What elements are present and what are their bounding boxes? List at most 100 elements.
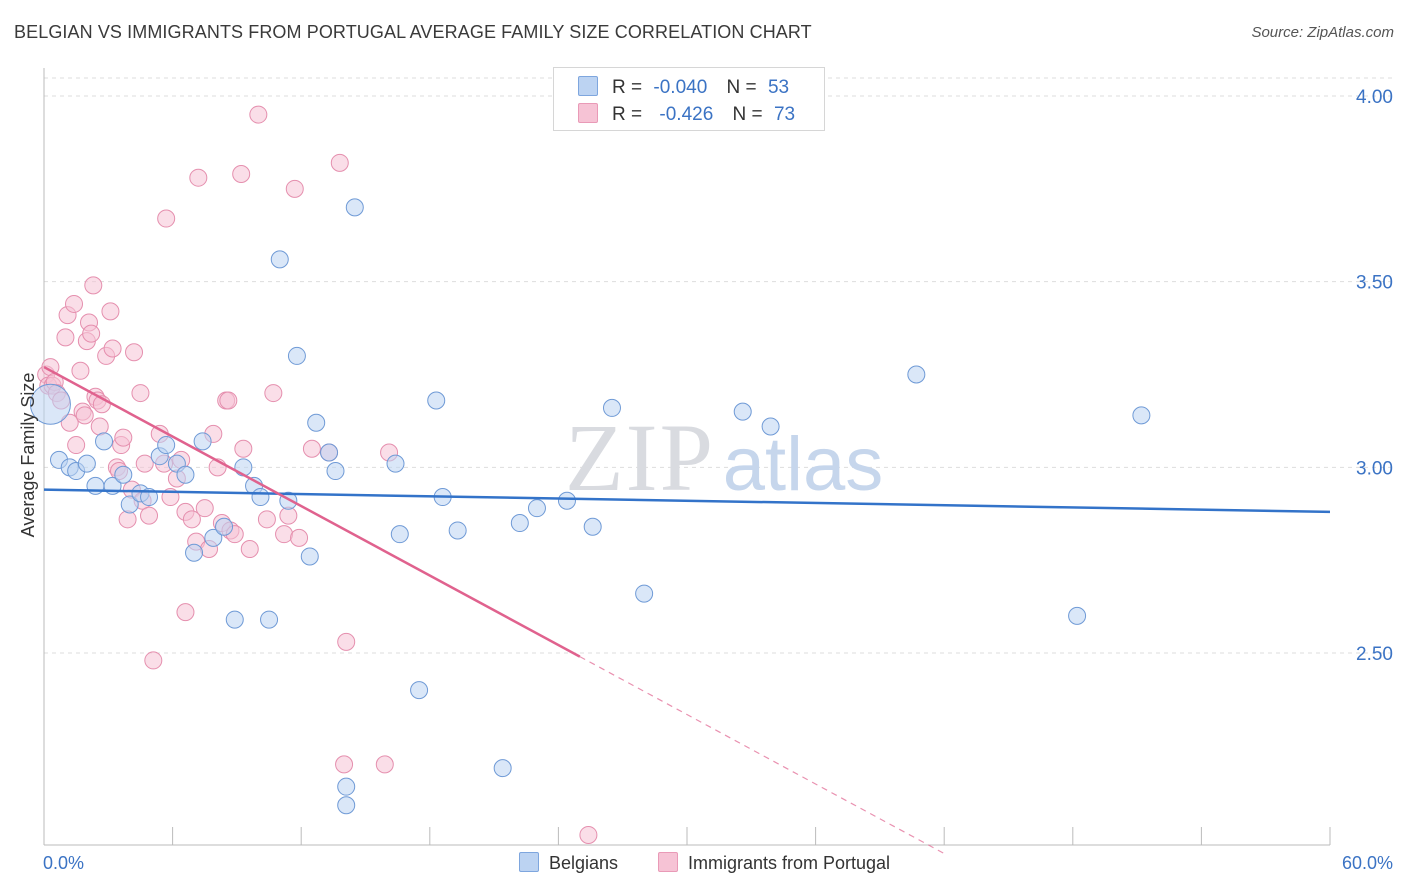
point-portugal xyxy=(189,168,208,187)
trend-lines xyxy=(43,365,1331,855)
point-belgians xyxy=(204,528,223,547)
tick-labels: 2.50 3.00 3.50 4.00 0.0% 60.0% xyxy=(43,87,1393,873)
point-portugal xyxy=(82,324,101,343)
point-portugal xyxy=(375,755,394,774)
point-belgians xyxy=(527,499,546,518)
point-portugal xyxy=(219,391,238,410)
point-portugal xyxy=(103,339,122,358)
point-belgians xyxy=(557,491,576,510)
trend-line-belgians xyxy=(43,488,1331,514)
y-tick-label: 2.50 xyxy=(1356,644,1393,665)
point-portugal xyxy=(118,510,137,529)
point-belgians xyxy=(337,777,356,796)
legend-r-value-portugal: -0.426 xyxy=(659,104,714,125)
point-portugal xyxy=(232,164,251,183)
axes xyxy=(43,68,1331,846)
watermark-atlas: atlas xyxy=(723,422,884,507)
bottom-legend-swatch-pink xyxy=(658,852,678,872)
point-belgians xyxy=(448,521,467,540)
point-belgians xyxy=(326,462,345,481)
y-tick-label: 4.00 xyxy=(1356,87,1393,108)
point-portugal xyxy=(75,406,94,425)
legend-n-value-belgians: 53 xyxy=(767,77,790,98)
point-portugal xyxy=(290,528,309,547)
legend-r-label: R = xyxy=(612,104,643,125)
point-portugal xyxy=(335,755,354,774)
legend: R = -0.040 N = 53 R = -0.426 N = 73 xyxy=(553,67,825,131)
bottom-legend-belgians: Belgians xyxy=(519,852,618,874)
point-portugal xyxy=(234,439,253,458)
point-belgians xyxy=(307,413,326,432)
point-belgians xyxy=(234,458,253,477)
point-belgians xyxy=(287,346,306,365)
x-tick-label-max: 60.0% xyxy=(1342,853,1393,873)
point-portugal xyxy=(157,209,176,228)
point-belgians xyxy=(320,443,339,462)
bottom-legend-swatch-blue xyxy=(519,852,539,872)
point-portugal xyxy=(240,540,259,559)
point-belgians xyxy=(251,488,270,507)
source-label: Source: ZipAtlas.com xyxy=(1251,24,1394,41)
point-portugal xyxy=(60,413,79,432)
point-belgians xyxy=(337,796,356,815)
point-portugal xyxy=(176,603,195,622)
grid-lines xyxy=(44,77,1392,654)
legend-row-belgians: R = -0.040 N = 53 xyxy=(578,76,789,98)
legend-swatch-pink xyxy=(578,103,598,123)
legend-n-value-portugal: 73 xyxy=(773,104,796,125)
point-belgians xyxy=(761,417,780,436)
legend-r-label: R = xyxy=(612,77,643,98)
point-portugal xyxy=(275,525,294,544)
point-belgians xyxy=(120,495,139,514)
x-tick-label-min: 0.0% xyxy=(43,853,84,873)
point-portugal xyxy=(195,499,214,518)
point-belgians xyxy=(225,610,244,629)
point-belgians xyxy=(493,759,512,778)
legend-n-label: N = xyxy=(726,77,757,98)
point-belgians xyxy=(140,488,159,507)
series-belgians-points xyxy=(29,198,1151,815)
bottom-legend-portugal: Immigrants from Portugal xyxy=(658,852,890,874)
point-portugal xyxy=(67,436,86,455)
point-belgians xyxy=(602,398,621,417)
y-tick-label: 3.50 xyxy=(1356,273,1393,294)
point-belgians xyxy=(345,198,364,217)
point-belgians xyxy=(260,610,279,629)
watermark: ZIP atlas xyxy=(565,404,883,511)
point-portugal xyxy=(101,302,120,321)
point-portugal xyxy=(285,179,304,198)
point-portugal xyxy=(337,632,356,651)
point-belgians xyxy=(95,432,114,451)
legend-row-portugal: R = -0.426 N = 73 xyxy=(578,103,795,125)
point-portugal xyxy=(125,343,144,362)
legend-swatch-blue xyxy=(578,76,598,96)
point-portugal xyxy=(579,825,598,844)
point-belgians xyxy=(907,365,926,384)
point-belgians xyxy=(270,250,289,269)
point-portugal xyxy=(114,428,133,447)
trend-line-portugal xyxy=(43,365,581,658)
point-belgians xyxy=(390,525,409,544)
point-portugal xyxy=(84,276,103,295)
point-portugal xyxy=(131,384,150,403)
y-tick-label: 3.00 xyxy=(1356,458,1393,479)
point-portugal xyxy=(257,510,276,529)
point-belgians xyxy=(583,517,602,536)
point-belgians xyxy=(193,432,212,451)
point-portugal xyxy=(249,105,268,124)
point-belgians xyxy=(733,402,752,421)
point-belgians xyxy=(77,454,96,473)
point-belgians xyxy=(157,436,176,455)
point-belgians xyxy=(410,681,429,700)
point-portugal xyxy=(330,153,349,172)
point-belgians xyxy=(1068,606,1087,625)
point-belgians xyxy=(300,547,319,566)
point-belgians xyxy=(386,454,405,473)
point-belgians xyxy=(427,391,446,410)
point-portugal xyxy=(90,417,109,436)
point-belgians xyxy=(215,517,234,536)
y-axis-label: Average Family Size xyxy=(18,373,38,538)
point-portugal xyxy=(135,454,154,473)
point-belgians xyxy=(185,543,204,562)
